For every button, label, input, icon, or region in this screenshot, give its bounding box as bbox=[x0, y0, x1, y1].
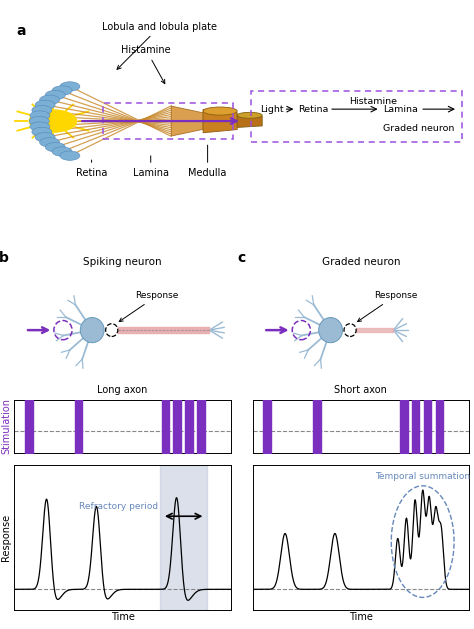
Text: Graded neuron: Graded neuron bbox=[383, 123, 454, 133]
Circle shape bbox=[30, 122, 50, 131]
Text: Retina: Retina bbox=[299, 104, 329, 114]
Text: Light: Light bbox=[260, 104, 283, 114]
Circle shape bbox=[35, 100, 55, 109]
Ellipse shape bbox=[237, 113, 262, 118]
Text: Lobula and lobula plate: Lobula and lobula plate bbox=[102, 21, 218, 69]
X-axis label: Time: Time bbox=[349, 611, 373, 621]
Circle shape bbox=[46, 142, 65, 152]
Text: Long axon: Long axon bbox=[97, 385, 148, 395]
Text: a: a bbox=[17, 24, 26, 38]
Text: Short axon: Short axon bbox=[335, 385, 387, 395]
Text: Spiking neuron: Spiking neuron bbox=[83, 257, 162, 267]
Polygon shape bbox=[237, 114, 262, 128]
X-axis label: Time: Time bbox=[110, 611, 135, 621]
Circle shape bbox=[29, 110, 77, 132]
Text: Temporal summation: Temporal summation bbox=[375, 472, 470, 481]
Text: b: b bbox=[0, 250, 9, 265]
Circle shape bbox=[52, 147, 72, 156]
Text: Histamine: Histamine bbox=[349, 97, 397, 106]
Circle shape bbox=[52, 86, 72, 95]
Text: Response: Response bbox=[357, 291, 417, 321]
Circle shape bbox=[35, 133, 55, 142]
Circle shape bbox=[319, 318, 343, 343]
Ellipse shape bbox=[203, 107, 237, 115]
Polygon shape bbox=[171, 106, 203, 136]
Text: Retina: Retina bbox=[76, 160, 107, 178]
Text: Medulla: Medulla bbox=[189, 145, 227, 178]
Text: Graded neuron: Graded neuron bbox=[322, 257, 400, 267]
Text: c: c bbox=[237, 250, 246, 265]
Y-axis label: Stimulation: Stimulation bbox=[1, 398, 11, 454]
Text: Lamina: Lamina bbox=[383, 104, 418, 114]
Text: Lamina: Lamina bbox=[133, 156, 169, 178]
Circle shape bbox=[60, 151, 80, 160]
Circle shape bbox=[32, 106, 52, 115]
Circle shape bbox=[29, 116, 49, 126]
Text: Response: Response bbox=[119, 291, 179, 321]
Polygon shape bbox=[203, 109, 237, 133]
Circle shape bbox=[60, 82, 80, 91]
Circle shape bbox=[40, 138, 60, 147]
Text: Histamine: Histamine bbox=[121, 45, 171, 84]
Circle shape bbox=[30, 111, 50, 120]
Y-axis label: Response: Response bbox=[1, 515, 11, 561]
Text: Refractory period: Refractory period bbox=[79, 501, 158, 511]
Circle shape bbox=[32, 127, 52, 136]
Circle shape bbox=[40, 95, 60, 104]
Circle shape bbox=[46, 91, 65, 99]
Circle shape bbox=[80, 318, 104, 343]
